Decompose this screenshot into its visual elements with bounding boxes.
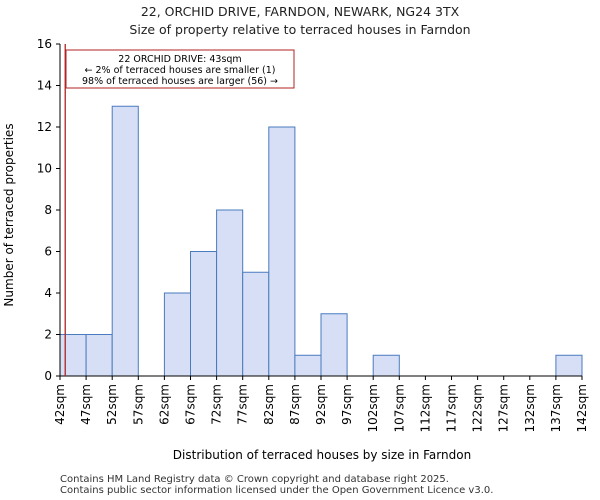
annotation-line3: 98% of terraced houses are larger (56) →	[82, 76, 278, 87]
histogram-bar	[555, 354, 583, 377]
x-axis-label: Distribution of terraced houses by size …	[173, 448, 471, 462]
histogram-bar	[372, 354, 400, 377]
chart-title: 22, ORCHID DRIVE, FARNDON, NEWARK, NG24 …	[140, 4, 460, 19]
annotation-box: 22 ORCHID DRIVE: 43sqm ← 2% of terraced …	[65, 49, 295, 89]
y-tick-label: 2	[44, 328, 52, 342]
y-tick-label: 4	[44, 286, 52, 300]
y-axis-label: Number of terraced properties	[2, 123, 16, 306]
y-tick-label: 10	[37, 162, 52, 176]
x-tick-label: 67sqm	[184, 384, 198, 425]
x-tick-label: 142sqm	[575, 384, 589, 432]
x-tick-label: 47sqm	[79, 384, 93, 425]
x-tick-label: 122sqm	[471, 384, 485, 432]
x-tick-label: 42sqm	[53, 384, 67, 425]
x-tick-label: 137sqm	[549, 384, 563, 432]
x-tick-label: 92sqm	[314, 384, 328, 425]
y-tick-label: 14	[37, 79, 52, 93]
x-tick-label: 117sqm	[445, 384, 459, 432]
y-tick-label: 6	[44, 245, 52, 259]
histogram-bar	[216, 209, 244, 377]
x-tick-label: 132sqm	[523, 384, 537, 432]
x-tick-label: 102sqm	[366, 384, 380, 432]
x-tick-label: 107sqm	[392, 384, 406, 432]
x-tick-label: 52sqm	[105, 384, 119, 425]
histogram-bar	[59, 334, 87, 377]
x-tick-label: 77sqm	[236, 384, 250, 425]
histogram-bar	[85, 334, 113, 377]
histogram-bar	[268, 126, 296, 377]
footer-line1: Contains HM Land Registry data © Crown c…	[60, 474, 449, 485]
y-tick-label: 12	[37, 120, 52, 134]
x-tick-label: 97sqm	[340, 384, 354, 425]
histogram-bar	[163, 292, 191, 377]
footer-line2: Contains public sector information licen…	[60, 485, 494, 496]
histogram-bar	[111, 105, 139, 377]
x-tick-label: 62sqm	[157, 384, 171, 425]
x-tick-label: 72sqm	[210, 384, 224, 425]
x-tick-label: 127sqm	[497, 384, 511, 432]
x-tick-label: 112sqm	[418, 384, 432, 432]
histogram-bar	[242, 271, 270, 377]
histogram-bar	[320, 313, 348, 377]
annotation-line1: 22 ORCHID DRIVE: 43sqm	[118, 54, 241, 65]
histogram-bar	[190, 251, 218, 377]
x-tick-label: 57sqm	[131, 384, 145, 425]
x-tick-label: 82sqm	[262, 384, 276, 425]
chart-subtitle: Size of property relative to terraced ho…	[129, 22, 471, 37]
y-tick-label: 8	[44, 203, 52, 217]
annotation-line2: ← 2% of terraced houses are smaller (1)	[85, 65, 276, 76]
x-tick-label: 87sqm	[288, 384, 302, 425]
histogram-bar	[294, 354, 322, 377]
y-tick-label: 16	[37, 37, 52, 51]
y-tick-label: 0	[44, 369, 52, 383]
